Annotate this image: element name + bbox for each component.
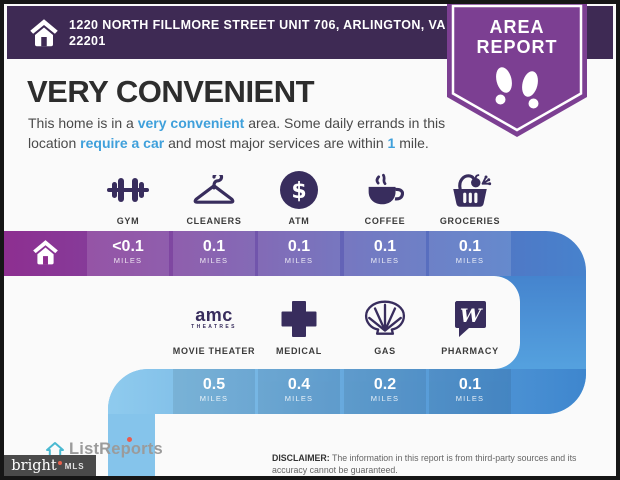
amenity-groceries: GROCERIES — [427, 168, 513, 226]
distance-unit: MILES — [113, 256, 143, 265]
badge-line-2: REPORT — [476, 37, 558, 57]
disclaimer-text: The information in this report is from t… — [272, 452, 577, 475]
summary-text-plain: This home is in a — [28, 115, 138, 131]
distance-unit: MILES — [455, 394, 485, 403]
walgreens-w: W — [460, 305, 483, 327]
distance-value: 0.4 — [287, 376, 311, 393]
distance-value: 0.2 — [373, 376, 397, 393]
footprints-icon — [495, 67, 539, 109]
amenity-movie-theater: amc THEATRES MOVIE THEATER — [171, 296, 257, 356]
distance-value: 0.1 — [287, 238, 311, 255]
bright-wordmark: bright — [11, 458, 57, 475]
amenity-medical: MEDICAL — [256, 296, 342, 356]
amenity-label: GYM — [116, 216, 140, 226]
summary-text-plain: area. Some daily errands in this — [244, 115, 446, 131]
amenity-cleaners: CLEANERS — [171, 168, 257, 226]
distance-gas: 0.2 MILES — [342, 376, 428, 403]
bright-mls-logo: bright MLS — [0, 455, 96, 478]
listreports-wordmark: ListReports — [69, 440, 163, 458]
amenity-label: PHARMACY — [441, 346, 499, 356]
disclaimer: DISCLAIMER: The information in this repo… — [272, 452, 590, 476]
distance-gym: <0.1 MILES — [85, 238, 171, 265]
gym-icon — [106, 168, 150, 211]
amc-theatres-text: THEATRES — [191, 324, 237, 330]
summary-text-plain: location — [28, 134, 81, 151]
home-start-icon — [32, 240, 59, 270]
walgreens-logo: W — [450, 296, 490, 341]
badge-ribbon — [447, 0, 587, 137]
distance-pharmacy: 0.1 MILES — [427, 376, 513, 403]
summary-text-highlight: require a car — [80, 134, 165, 151]
summary-text-plain: mile. — [395, 134, 429, 151]
address-line-2: 22201 — [69, 34, 106, 48]
amenity-atm: $ ATM — [256, 168, 342, 226]
listreports-logo-dot — [127, 437, 132, 442]
amenity-label: MOVIE THEATER — [172, 346, 256, 356]
distance-value: <0.1 — [112, 238, 144, 255]
distance-unit: MILES — [199, 256, 229, 265]
amenity-label: ATM — [288, 216, 310, 226]
groceries-icon — [448, 168, 492, 211]
mls-text: MLS — [64, 462, 85, 471]
summary-line-2: location require a car and most major se… — [28, 134, 445, 154]
amenity-label: COFFEE — [364, 216, 406, 226]
distance-value: 0.1 — [458, 238, 482, 255]
address-line-1: 1220 NORTH FILLMORE STREET UNIT 706, ARL… — [69, 18, 446, 32]
distance-unit: MILES — [199, 394, 229, 403]
coffee-icon — [366, 168, 404, 211]
page-title: VERY CONVENIENT — [27, 74, 315, 109]
home-icon — [29, 19, 59, 52]
distance-unit: MILES — [284, 256, 314, 265]
amenity-pharmacy: W PHARMACY — [427, 296, 513, 356]
amenity-label: CLEANERS — [186, 216, 242, 226]
distance-unit: MILES — [455, 256, 485, 265]
distance-value: 0.1 — [202, 238, 226, 255]
dollar-sign: $ — [291, 179, 306, 204]
distance-unit: MILES — [370, 394, 400, 403]
distance-value: 0.1 — [458, 376, 482, 393]
shell-gas-logo — [364, 296, 406, 341]
summary-text-highlight: 1 — [387, 134, 396, 151]
cleaners-hanger-icon — [192, 168, 236, 211]
amenity-label: MEDICAL — [276, 346, 322, 356]
area-report-badge: AREA REPORT — [447, 0, 587, 140]
distance-atm: 0.1 MILES — [256, 238, 342, 265]
distance-cleaners: 0.1 MILES — [171, 238, 257, 265]
amenity-gas: GAS — [342, 296, 428, 356]
summary-text-plain: and most major services are within — [164, 134, 388, 151]
distance-movie-theater: 0.5 MILES — [171, 376, 257, 403]
disclaimer-label: DISCLAIMER: — [272, 452, 330, 463]
summary-text-highlight: very convenient — [137, 115, 245, 131]
summary-line-1: This home is in a very convenient area. … — [28, 114, 445, 134]
distance-medical: 0.4 MILES — [256, 376, 342, 403]
medical-cross-icon — [279, 296, 319, 341]
amc-wordmark: amc — [195, 305, 233, 325]
distance-groceries: 0.1 MILES — [427, 238, 513, 265]
bright-logo-dot — [57, 460, 62, 465]
amenity-coffee: COFFEE — [342, 168, 428, 226]
amc-theatres-logo: amc THEATRES — [191, 296, 237, 341]
atm-icon: $ — [279, 168, 319, 211]
amenity-label: GROCERIES — [439, 216, 501, 226]
amenity-gym: GYM — [85, 168, 171, 226]
distance-value: 0.5 — [202, 376, 226, 393]
amenity-label: GAS — [374, 346, 396, 356]
badge-title: AREA REPORT — [447, 17, 587, 57]
distance-unit: MILES — [370, 256, 400, 265]
summary-text: This home is in a very convenient area. … — [28, 114, 445, 153]
distance-value: 0.1 — [373, 238, 397, 255]
distance-unit: MILES — [284, 394, 314, 403]
badge-line-1: AREA — [489, 17, 545, 37]
property-address: 1220 NORTH FILLMORE STREET UNIT 706, ARL… — [69, 17, 449, 49]
distance-coffee: 0.1 MILES — [342, 238, 428, 265]
